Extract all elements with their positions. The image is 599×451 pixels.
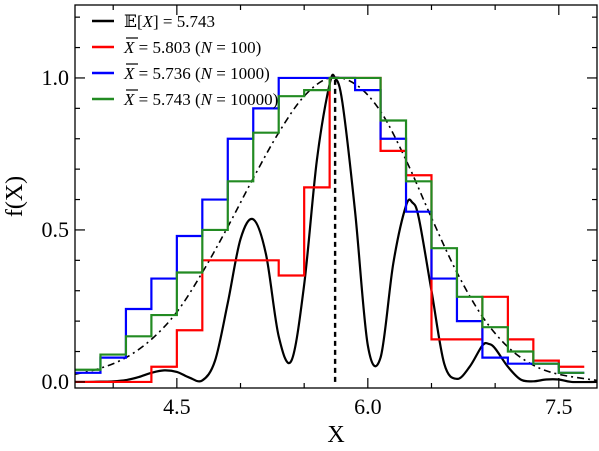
x-tick-label: 6.0: [354, 394, 382, 419]
series-line-4: [75, 76, 585, 374]
x-tick-label: 7.5: [545, 394, 573, 419]
x-tick-label: 4.5: [163, 394, 191, 419]
legend: 𝔼[X] = 5.743 X = 5.803 (N = 100) X = 5.736…: [92, 12, 278, 109]
legend-label: 𝔼[X] = 5.743: [124, 12, 215, 31]
legend-label: X = 5.736 (N = 1000): [123, 64, 270, 83]
y-tick-label: 1.0: [42, 65, 70, 90]
legend-label: X = 5.743 (N = 10000): [123, 90, 278, 109]
plot-area: [75, 73, 597, 384]
legend-label: X = 5.803 (N = 100): [123, 38, 261, 57]
y-axis-title: f(X): [2, 176, 28, 217]
plot-frame: [74, 4, 598, 389]
series-line-0: [75, 73, 597, 384]
y-tick-label: 0.0: [42, 369, 70, 394]
y-tick-label: 0.5: [42, 217, 70, 242]
x-axis-title: X: [327, 422, 344, 446]
